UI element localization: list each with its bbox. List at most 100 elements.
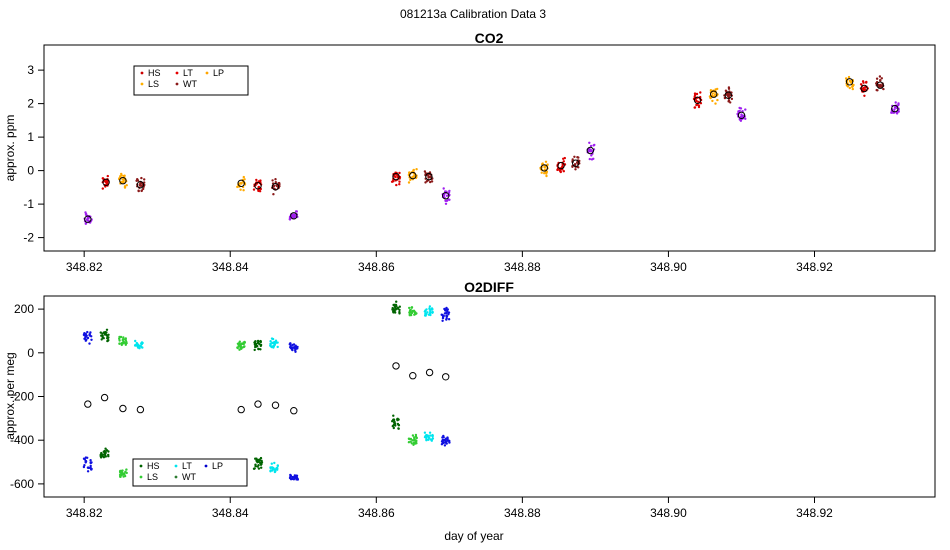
mean-marker xyxy=(442,192,450,200)
data-point-hs xyxy=(256,465,259,468)
data-point-ls xyxy=(716,98,719,102)
mean-marker xyxy=(237,179,245,188)
y-tick-label: 200 xyxy=(14,302,34,316)
mean-marker xyxy=(409,372,417,380)
data-point-lt xyxy=(429,313,432,317)
data-point-lp xyxy=(443,312,447,315)
data-point-lp xyxy=(84,212,88,216)
data-point-hs xyxy=(398,310,401,314)
data-point-ls xyxy=(120,343,124,347)
data-point-lp xyxy=(89,331,92,334)
data-point-lp xyxy=(592,157,595,160)
data-point-hs xyxy=(259,348,262,351)
data-point-hs xyxy=(392,303,395,307)
mean-marker xyxy=(876,81,884,89)
data-point-wt xyxy=(143,178,146,181)
o2diff-panel: O2DIFF approx. per meg 348.82 348.84 348.8… xyxy=(3,279,936,520)
x-tick-label: 348.82 xyxy=(66,260,103,274)
mean-marker xyxy=(84,215,92,223)
data-point-lt xyxy=(133,344,137,347)
data-point-hs xyxy=(563,156,566,160)
data-point-lp xyxy=(443,307,446,311)
data-point-lp xyxy=(90,338,93,341)
data-point-lp xyxy=(444,190,447,193)
data-point-lt xyxy=(276,345,279,349)
data-point-hs xyxy=(258,190,262,193)
data-point-ls xyxy=(415,439,418,442)
data-point-ls xyxy=(543,172,546,175)
data-point-hs xyxy=(391,420,394,423)
data-point-lp xyxy=(84,336,87,339)
data-point-lt xyxy=(273,343,277,346)
data-point-lp xyxy=(443,444,447,447)
data-point-hs xyxy=(102,453,106,456)
data-point-hs xyxy=(863,94,866,98)
data-point-lp xyxy=(445,194,449,197)
data-point-wt xyxy=(724,89,728,92)
data-point-hs xyxy=(392,180,395,183)
data-point-wt xyxy=(576,156,579,159)
data-point-ls xyxy=(414,433,418,437)
data-point-lp xyxy=(447,439,450,442)
data-point-lp xyxy=(294,349,297,352)
data-point-ls xyxy=(236,346,239,350)
legend-label-hs: HS xyxy=(148,68,161,78)
data-point-lt xyxy=(425,308,428,311)
data-point-lp xyxy=(295,210,298,213)
mean-marker xyxy=(442,373,450,381)
data-point-lp xyxy=(291,476,294,479)
data-point-ls xyxy=(122,475,125,478)
data-point-lt xyxy=(426,311,429,314)
data-point-hs xyxy=(104,181,108,184)
data-point-lp xyxy=(588,157,591,161)
data-point-hs xyxy=(696,103,699,106)
data-point-ls xyxy=(413,310,416,314)
data-point-hs xyxy=(256,460,260,464)
legend-label-ls: LS xyxy=(148,79,159,89)
data-point-lp xyxy=(444,202,448,205)
data-point-wt xyxy=(876,89,879,92)
data-point-lt xyxy=(428,436,431,440)
data-point-lp xyxy=(84,460,88,463)
mean-marker xyxy=(586,146,594,155)
data-point-hs xyxy=(259,456,263,460)
co2-plot-frame xyxy=(43,44,936,252)
x-tick-label: 348.90 xyxy=(650,260,687,274)
data-point-hs xyxy=(101,177,105,180)
data-point-hs xyxy=(259,463,263,466)
data-point-lp xyxy=(442,187,445,190)
data-point-lp xyxy=(82,465,86,469)
data-point-lp xyxy=(737,110,740,113)
data-point-hs xyxy=(398,171,401,175)
y-tick-label: -200 xyxy=(10,390,34,404)
data-point-ls xyxy=(410,442,413,445)
data-point-lt xyxy=(269,340,272,343)
mean-marker xyxy=(100,393,109,402)
y-tick-label: 0 xyxy=(27,164,34,178)
data-point-hs xyxy=(394,175,397,179)
data-point-lp xyxy=(589,144,593,148)
data-point-lp xyxy=(444,437,448,440)
data-point-ls xyxy=(118,342,121,345)
co2-ylabel: approx. ppm xyxy=(3,115,17,182)
data-point-wt xyxy=(576,162,579,165)
data-point-hs xyxy=(252,467,256,470)
data-point-wt xyxy=(727,92,730,95)
data-point-wt xyxy=(139,184,143,188)
data-point-hs xyxy=(865,80,868,84)
data-point-ls xyxy=(118,339,121,342)
data-point-lp xyxy=(442,434,445,438)
data-point-lp xyxy=(893,108,896,111)
data-point-hs xyxy=(694,100,698,103)
data-point-lp xyxy=(86,330,89,334)
data-point-ls xyxy=(851,85,854,89)
data-point-hs xyxy=(252,188,256,191)
data-point-lp xyxy=(89,461,92,464)
data-point-hs xyxy=(99,455,103,458)
data-point-ls xyxy=(237,344,240,348)
data-point-lp xyxy=(89,464,92,468)
data-point-ls xyxy=(545,174,548,178)
data-point-ls xyxy=(239,188,242,191)
data-point-ls xyxy=(408,306,411,310)
y-tick-label: 1 xyxy=(27,130,34,144)
